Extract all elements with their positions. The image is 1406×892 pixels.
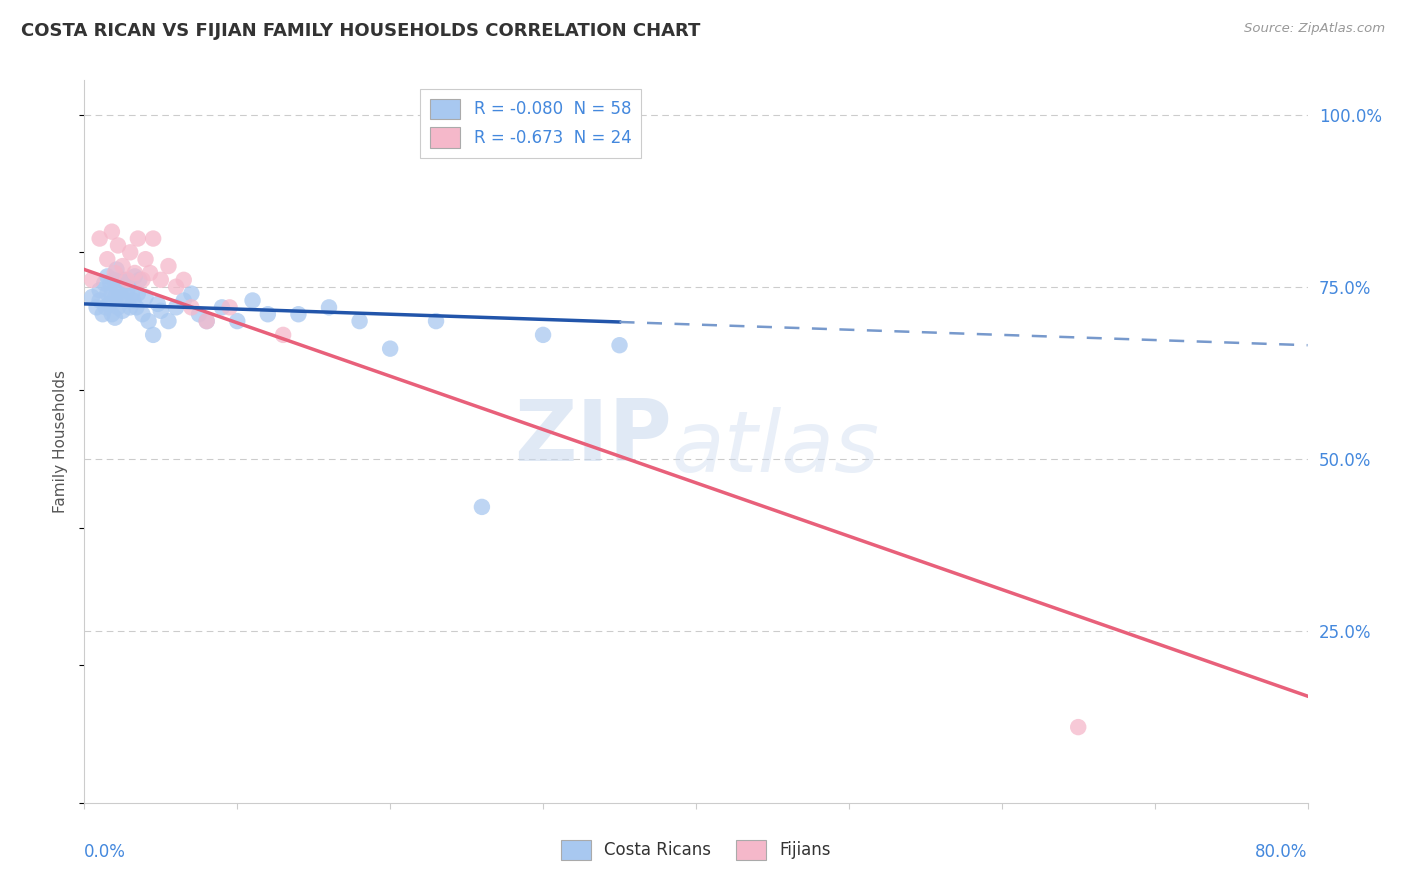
Point bbox=[111, 290, 134, 304]
Point bbox=[98, 277, 121, 291]
Text: Source: ZipAtlas.com: Source: ZipAtlas.com bbox=[1244, 22, 1385, 36]
Point bbox=[425, 314, 447, 328]
Point bbox=[349, 314, 371, 328]
Point bbox=[135, 290, 157, 304]
Point bbox=[149, 273, 172, 287]
Point bbox=[108, 286, 131, 301]
Point bbox=[188, 307, 211, 321]
Point bbox=[318, 301, 340, 315]
Point bbox=[131, 273, 153, 287]
Point bbox=[139, 266, 162, 280]
Point bbox=[107, 238, 129, 252]
Point bbox=[173, 293, 195, 308]
Point bbox=[104, 310, 127, 325]
Point bbox=[135, 252, 157, 267]
Point bbox=[96, 269, 118, 284]
Point bbox=[111, 303, 134, 318]
Point bbox=[131, 307, 153, 321]
Y-axis label: Family Households: Family Households bbox=[53, 370, 69, 513]
Point bbox=[107, 279, 129, 293]
Point bbox=[104, 290, 127, 304]
Point bbox=[110, 273, 132, 287]
Point bbox=[195, 314, 218, 328]
Point bbox=[118, 277, 141, 291]
Point bbox=[93, 277, 115, 291]
Point bbox=[89, 231, 111, 245]
Text: 0.0%: 0.0% bbox=[84, 843, 127, 861]
Point bbox=[94, 301, 117, 315]
Text: COSTA RICAN VS FIJIAN FAMILY HOUSEHOLDS CORRELATION CHART: COSTA RICAN VS FIJIAN FAMILY HOUSEHOLDS … bbox=[21, 22, 700, 40]
Text: 80.0%: 80.0% bbox=[1256, 843, 1308, 861]
Point bbox=[157, 259, 180, 273]
Point bbox=[101, 307, 124, 321]
Point bbox=[120, 245, 142, 260]
Point bbox=[173, 273, 195, 287]
Point bbox=[242, 293, 264, 308]
Point bbox=[114, 293, 136, 308]
Point bbox=[157, 314, 180, 328]
Text: atlas: atlas bbox=[672, 408, 880, 491]
Point bbox=[86, 301, 108, 315]
Point bbox=[128, 273, 150, 287]
Point bbox=[115, 273, 138, 287]
Point bbox=[531, 327, 554, 342]
Point bbox=[165, 301, 187, 315]
Point bbox=[105, 262, 128, 277]
Point bbox=[80, 290, 103, 304]
Point bbox=[101, 225, 124, 239]
Point bbox=[287, 307, 309, 321]
Point bbox=[471, 500, 494, 514]
Point bbox=[180, 301, 202, 315]
Point bbox=[609, 338, 631, 352]
Point bbox=[211, 301, 233, 315]
Point bbox=[138, 314, 160, 328]
Point bbox=[120, 301, 142, 315]
Point bbox=[124, 269, 146, 284]
Legend: Costa Ricans, Fijians: Costa Ricans, Fijians bbox=[554, 833, 838, 867]
Point bbox=[115, 283, 138, 297]
Point bbox=[89, 283, 111, 297]
Point bbox=[111, 259, 134, 273]
Point bbox=[142, 327, 165, 342]
Point bbox=[124, 266, 146, 280]
Point bbox=[226, 314, 249, 328]
Point bbox=[91, 307, 114, 321]
Point bbox=[97, 297, 120, 311]
Point bbox=[122, 293, 145, 308]
Point bbox=[149, 303, 172, 318]
Point bbox=[112, 273, 135, 287]
Point bbox=[80, 273, 103, 287]
Point bbox=[218, 301, 240, 315]
Point bbox=[96, 286, 118, 301]
Point bbox=[103, 273, 125, 287]
Point bbox=[101, 286, 124, 301]
Point bbox=[180, 286, 202, 301]
Point bbox=[195, 314, 218, 328]
Point bbox=[257, 307, 280, 321]
Point bbox=[107, 301, 129, 315]
Point bbox=[271, 327, 294, 342]
Point bbox=[146, 297, 169, 311]
Point bbox=[96, 252, 118, 267]
Point bbox=[127, 231, 149, 245]
Point bbox=[165, 279, 187, 293]
Point bbox=[104, 266, 127, 280]
Point bbox=[142, 231, 165, 245]
Point bbox=[127, 286, 149, 301]
Point bbox=[1067, 720, 1090, 734]
Point bbox=[89, 293, 111, 308]
Point bbox=[121, 286, 143, 301]
Point bbox=[125, 301, 148, 315]
Point bbox=[380, 342, 402, 356]
Text: ZIP: ZIP bbox=[513, 396, 672, 479]
